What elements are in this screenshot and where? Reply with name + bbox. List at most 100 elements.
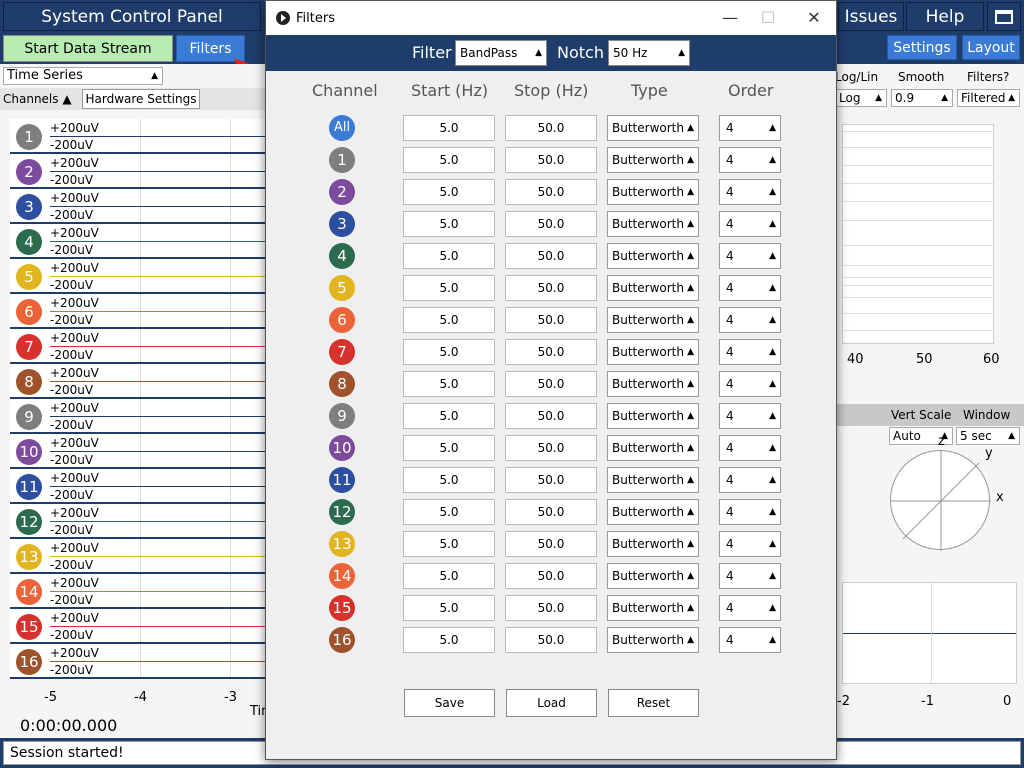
filters-button[interactable]: Filters: [176, 35, 245, 62]
channel-badge[interactable]: 14: [329, 563, 355, 589]
vert-scale-dropdown[interactable]: Auto ▲: [889, 427, 953, 445]
start-hz-input[interactable]: 5.0: [403, 307, 495, 333]
order-select[interactable]: 4 ▲: [719, 563, 781, 589]
channel-badge[interactable]: 6: [329, 307, 355, 333]
start-hz-input[interactable]: 5.0: [403, 531, 495, 557]
filter-type-select[interactable]: Butterworth ▲: [607, 563, 699, 589]
channel-badge[interactable]: 8: [16, 369, 42, 395]
order-select[interactable]: 4 ▲: [719, 179, 781, 205]
filter-type-select[interactable]: Butterworth ▲: [607, 211, 699, 237]
start-hz-input[interactable]: 5.0: [403, 403, 495, 429]
channel-badge[interactable]: 9: [329, 403, 355, 429]
filter-type-select[interactable]: Butterworth ▲: [607, 595, 699, 621]
filter-type-select[interactable]: Butterworth ▲: [607, 627, 699, 653]
channel-badge[interactable]: 3: [329, 211, 355, 237]
channel-badge[interactable]: 4: [329, 243, 355, 269]
order-select[interactable]: 4 ▲: [719, 467, 781, 493]
order-select[interactable]: 4 ▲: [719, 627, 781, 653]
order-select[interactable]: 4 ▲: [719, 115, 781, 141]
channel-badge[interactable]: 3: [16, 194, 42, 220]
order-select[interactable]: 4 ▲: [719, 243, 781, 269]
start-hz-input[interactable]: 5.0: [403, 627, 495, 653]
channel-badge[interactable]: 4: [16, 229, 42, 255]
filter-type-select[interactable]: Butterworth ▲: [607, 179, 699, 205]
stop-hz-input[interactable]: 50.0: [505, 339, 597, 365]
channel-badge[interactable]: 7: [16, 334, 42, 360]
stop-hz-input[interactable]: 50.0: [505, 147, 597, 173]
channel-badge[interactable]: 1: [16, 124, 42, 150]
stop-hz-input[interactable]: 50.0: [505, 275, 597, 301]
start-hz-input[interactable]: 5.0: [403, 339, 495, 365]
stop-hz-input[interactable]: 50.0: [505, 531, 597, 557]
stop-hz-input[interactable]: 50.0: [505, 627, 597, 653]
start-hz-input[interactable]: 5.0: [403, 435, 495, 461]
filter-type-select[interactable]: Butterworth ▲: [607, 243, 699, 269]
channels-toggle[interactable]: Channels ▲: [3, 92, 72, 106]
notch-dropdown[interactable]: 50 Hz ▲: [608, 40, 690, 66]
start-hz-input[interactable]: 5.0: [403, 275, 495, 301]
stop-hz-input[interactable]: 50.0: [505, 435, 597, 461]
channel-badge[interactable]: 5: [16, 264, 42, 290]
stop-hz-input[interactable]: 50.0: [505, 211, 597, 237]
stop-hz-input[interactable]: 50.0: [505, 563, 597, 589]
channel-badge[interactable]: 10: [329, 435, 355, 461]
reset-button[interactable]: Reset: [608, 689, 699, 717]
channel-badge[interactable]: 13: [329, 531, 355, 557]
start-hz-input[interactable]: 5.0: [403, 371, 495, 397]
channel-badge[interactable]: 10: [16, 439, 42, 465]
order-select[interactable]: 4 ▲: [719, 435, 781, 461]
filter-type-select[interactable]: Butterworth ▲: [607, 307, 699, 333]
window-dropdown[interactable]: 5 sec ▲: [956, 427, 1020, 445]
order-select[interactable]: 4 ▲: [719, 595, 781, 621]
smooth-dropdown[interactable]: 0.9 ▲: [891, 89, 953, 107]
start-hz-input[interactable]: 5.0: [403, 211, 495, 237]
save-button[interactable]: Save: [404, 689, 495, 717]
widget-type-dropdown[interactable]: Time Series ▲: [3, 67, 163, 85]
channel-badge[interactable]: 16: [16, 649, 42, 675]
hardware-settings-button[interactable]: Hardware Settings: [82, 89, 200, 109]
channel-badge[interactable]: 11: [16, 474, 42, 500]
stop-hz-input[interactable]: 50.0: [505, 307, 597, 333]
filter-type-select[interactable]: Butterworth ▲: [607, 403, 699, 429]
filter-type-select[interactable]: Butterworth ▲: [607, 371, 699, 397]
system-control-panel-button[interactable]: System Control Panel: [3, 2, 261, 31]
channel-badge[interactable]: 12: [16, 509, 42, 535]
channel-badge[interactable]: 15: [16, 614, 42, 640]
stop-hz-input[interactable]: 50.0: [505, 115, 597, 141]
stop-hz-input[interactable]: 50.0: [505, 371, 597, 397]
channel-badge[interactable]: 2: [329, 179, 355, 205]
settings-button[interactable]: Settings: [887, 35, 957, 60]
stop-hz-input[interactable]: 50.0: [505, 403, 597, 429]
filter-type-select[interactable]: Butterworth ▲: [607, 435, 699, 461]
order-select[interactable]: 4 ▲: [719, 211, 781, 237]
order-select[interactable]: 4 ▲: [719, 531, 781, 557]
help-button[interactable]: Help: [906, 2, 984, 31]
filter-type-select[interactable]: Butterworth ▲: [607, 115, 699, 141]
start-hz-input[interactable]: 5.0: [403, 243, 495, 269]
close-icon[interactable]: ✕: [807, 8, 821, 27]
channel-badge[interactable]: 12: [329, 499, 355, 525]
channel-badge[interactable]: 13: [16, 544, 42, 570]
issues-button[interactable]: Issues: [838, 2, 904, 31]
maximize-icon[interactable]: ☐: [760, 8, 776, 27]
channel-badge[interactable]: 7: [329, 339, 355, 365]
channel-badge[interactable]: 11: [329, 467, 355, 493]
order-select[interactable]: 4 ▲: [719, 147, 781, 173]
minimize-icon[interactable]: —: [722, 8, 738, 27]
start-hz-input[interactable]: 5.0: [403, 179, 495, 205]
order-select[interactable]: 4 ▲: [719, 499, 781, 525]
order-select[interactable]: 4 ▲: [719, 307, 781, 333]
channel-badge[interactable]: 14: [16, 579, 42, 605]
filters-dropdown[interactable]: Filtered ▲: [957, 89, 1020, 107]
layout-button[interactable]: Layout: [962, 35, 1020, 60]
filter-type-select[interactable]: Butterworth ▲: [607, 147, 699, 173]
channel-badge[interactable]: 15: [329, 595, 355, 621]
channel-badge[interactable]: 8: [329, 371, 355, 397]
order-select[interactable]: 4 ▲: [719, 371, 781, 397]
channel-badge[interactable]: 16: [329, 627, 355, 653]
stop-hz-input[interactable]: 50.0: [505, 467, 597, 493]
stop-hz-input[interactable]: 50.0: [505, 595, 597, 621]
start-hz-input[interactable]: 5.0: [403, 499, 495, 525]
channel-badge[interactable]: All: [329, 115, 355, 141]
channel-badge[interactable]: 2: [16, 159, 42, 185]
